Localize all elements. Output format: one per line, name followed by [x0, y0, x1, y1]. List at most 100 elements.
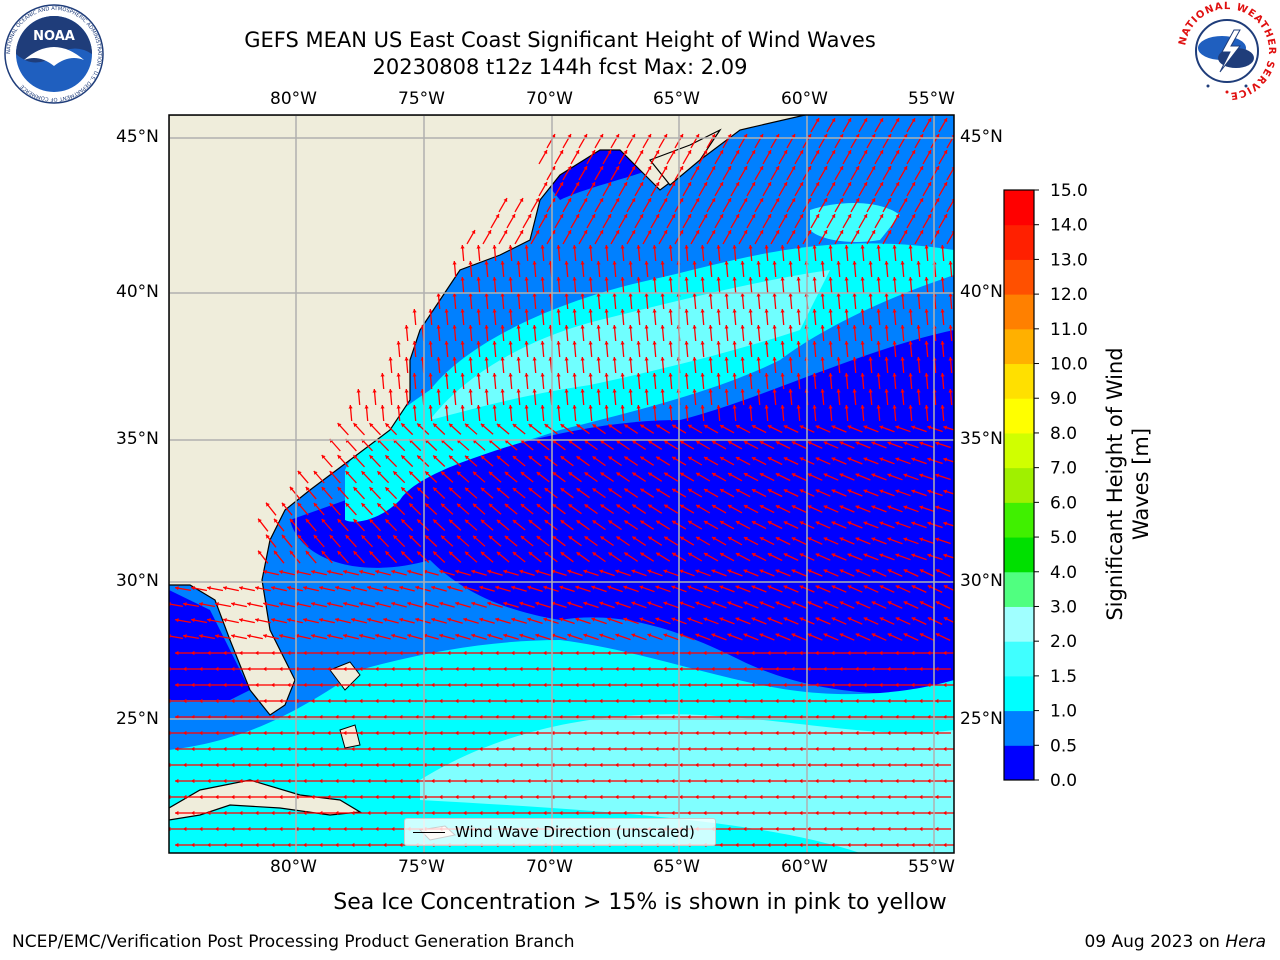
wave-direction-arrow: [570, 213, 580, 229]
wave-direction-arrow: [823, 730, 839, 736]
wave-direction-arrow: [583, 794, 599, 800]
wave-direction-arrow: [191, 682, 207, 688]
wave-direction-arrow: [895, 714, 911, 720]
wave-direction-arrow: [447, 682, 463, 688]
wave-direction-arrow: [511, 746, 527, 752]
wave-direction-arrow: [564, 292, 569, 310]
wave-direction-arrow: [415, 746, 431, 752]
wave-direction-arrow: [384, 454, 398, 468]
wave-direction-arrow: [663, 698, 679, 704]
wave-direction-arrow: [444, 372, 449, 390]
wave-direction-arrow: [487, 698, 503, 704]
wave-direction-arrow: [831, 746, 847, 752]
wave-direction-arrow: [892, 404, 897, 422]
wave-direction-arrow: [815, 810, 831, 816]
wave-direction-arrow: [823, 473, 839, 481]
wave-direction-arrow: [668, 276, 673, 294]
wave-direction-arrow: [570, 149, 580, 165]
wave-direction-arrow: [807, 569, 823, 577]
wave-direction-arrow: [351, 682, 367, 688]
wave-direction-arrow: [655, 746, 671, 752]
wave-direction-arrow: [703, 552, 719, 562]
wave-direction-arrow: [345, 502, 357, 516]
wave-direction-arrow: [783, 682, 799, 688]
wave-direction-arrow: [367, 778, 383, 784]
wave-direction-arrow: [303, 650, 319, 656]
wave-direction-arrow: [927, 810, 943, 816]
wave-direction-arrow: [911, 521, 927, 529]
wave-direction-arrow: [831, 617, 847, 625]
wave-direction-arrow: [719, 810, 735, 816]
wave-direction-arrow: [863, 650, 879, 656]
wave-direction-arrow: [495, 585, 511, 592]
wave-direction-arrow: [756, 260, 761, 278]
wave-direction-arrow: [448, 455, 462, 467]
wave-direction-arrow: [231, 794, 247, 800]
wave-direction-arrow: [568, 439, 582, 451]
wave-direction-arrow: [796, 276, 801, 294]
wave-direction-arrow: [927, 682, 943, 688]
wave-direction-arrow: [698, 213, 708, 229]
wave-direction-arrow: [522, 213, 532, 229]
wave-direction-arrow: [463, 585, 479, 592]
wave-direction-arrow: [879, 746, 895, 752]
wave-direction-arrow: [599, 762, 615, 768]
wave-direction-arrow: [359, 826, 375, 832]
wave-direction-arrow: [655, 488, 671, 498]
wave-direction-arrow: [439, 762, 455, 768]
wave-direction-arrow: [682, 213, 692, 229]
wave-direction-arrow: [634, 213, 644, 229]
wave-direction-arrow: [863, 842, 879, 848]
wave-direction-arrow: [359, 633, 375, 640]
wave-direction-arrow: [898, 229, 908, 245]
wave-direction-arrow: [239, 842, 255, 848]
wave-direction-arrow: [631, 472, 647, 482]
wave-direction-arrow: [711, 472, 727, 482]
wave-direction-arrow: [552, 535, 566, 547]
wave-direction-arrow: [759, 601, 775, 609]
wave-direction-arrow: [313, 470, 325, 484]
wave-direction-arrow: [743, 794, 759, 800]
wave-direction-arrow: [783, 553, 799, 561]
wave-direction-arrow: [532, 260, 537, 278]
wave-direction-arrow: [866, 165, 876, 181]
wave-direction-arrow: [839, 537, 855, 545]
wave-direction-arrow: [247, 634, 263, 640]
wave-direction-arrow: [647, 472, 663, 482]
wave-direction-arrow: [836, 260, 841, 278]
wave-direction-arrow: [935, 569, 951, 577]
wave-direction-arrow: [783, 746, 799, 752]
wave-direction-arrow: [719, 488, 735, 498]
wave-direction-arrow: [255, 586, 271, 592]
wave-direction-arrow: [303, 842, 319, 848]
wave-direction-arrow: [468, 356, 473, 374]
wave-direction-arrow: [223, 714, 239, 720]
wave-direction-arrow: [738, 133, 748, 149]
wave-direction-arrow: [612, 324, 617, 342]
wave-direction-arrow: [552, 471, 566, 483]
wave-direction-arrow: [255, 810, 271, 816]
wave-direction-arrow: [690, 229, 700, 245]
wave-direction-arrow: [834, 165, 844, 181]
wave-direction-arrow: [215, 826, 231, 832]
wave-direction-arrow: [847, 778, 863, 784]
wave-direction-arrow: [895, 617, 911, 625]
wave-direction-arrow: [927, 617, 943, 625]
wave-direction-arrow: [831, 489, 847, 497]
wave-direction-arrow: [608, 519, 622, 531]
wave-direction-arrow: [263, 730, 279, 736]
wave-direction-arrow: [842, 117, 852, 133]
wave-direction-arrow: [623, 552, 639, 562]
wave-direction-arrow: [391, 601, 407, 608]
wave-direction-arrow: [703, 617, 719, 625]
wave-direction-arrow: [567, 666, 583, 672]
wave-direction-arrow: [839, 633, 855, 641]
wave-direction-arrow: [568, 535, 582, 547]
lat-label-left: 30°N: [116, 571, 159, 591]
wave-direction-arrow: [448, 551, 462, 563]
wave-direction-arrow: [313, 502, 325, 516]
wave-direction-arrow: [503, 794, 519, 800]
wave-direction-arrow: [823, 569, 839, 577]
wave-direction-arrow: [439, 794, 455, 800]
wave-direction-arrow: [847, 489, 863, 497]
